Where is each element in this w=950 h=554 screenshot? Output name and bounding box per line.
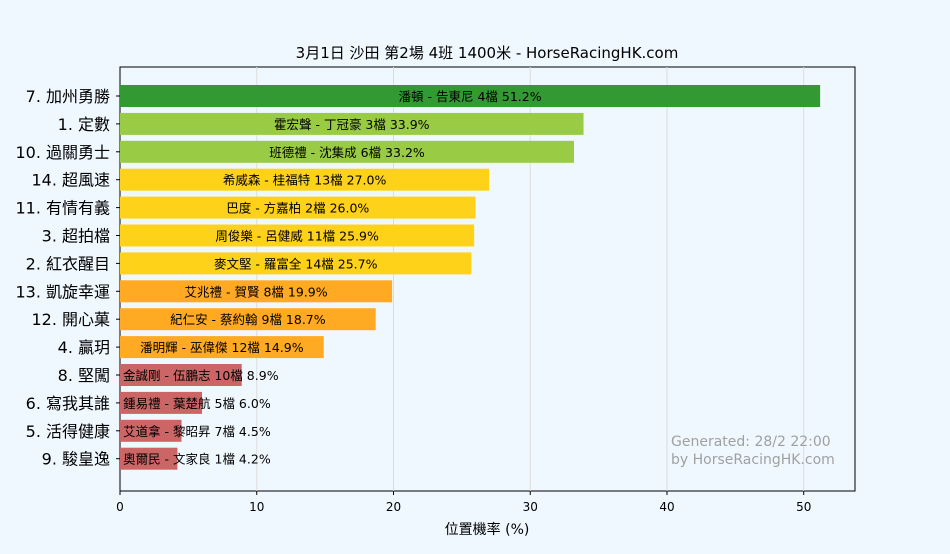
x-tick-label: 10	[249, 500, 264, 514]
bar-data-label: 班德禮 - 沈集成 6檔 33.2%	[269, 145, 425, 160]
bar-data-label: 紀仁安 - 蔡約翰 9檔 18.7%	[170, 312, 326, 327]
x-tick-label: 20	[386, 500, 401, 514]
x-tick-label: 30	[523, 500, 538, 514]
bar-data-label: 金誠剛 - 伍鵬志 10檔 8.9%	[123, 368, 279, 383]
chart-title: 3月1日 沙田 第2場 4班 1400米 - HorseRacingHK.com	[296, 44, 679, 62]
bar-data-label: 艾兆禮 - 賀賢 8檔 19.9%	[185, 284, 328, 299]
bar-data-label: 奧爾民 - 文家良 1檔 4.2%	[123, 452, 271, 467]
bar	[120, 85, 821, 107]
x-tick-label: 50	[796, 500, 811, 514]
x-tick-label: 40	[659, 500, 674, 514]
y-tick-label: 14. 超風速	[31, 171, 110, 190]
watermark-line-1: Generated: 28/2 22:00	[671, 434, 831, 450]
bars-layer	[120, 85, 821, 470]
x-tick-label: 0	[116, 500, 124, 514]
y-tick-label: 3. 超拍檔	[42, 227, 110, 246]
bar	[120, 336, 324, 359]
bar-data-label: 霍宏聲 - 丁冠豪 3檔 33.9%	[274, 117, 430, 132]
bar	[120, 168, 490, 191]
bar-data-label: 潘頓 - 告東尼 4檔 51.2%	[399, 89, 542, 104]
y-tick-label: 7. 加州勇勝	[26, 87, 110, 106]
bar-data-label: 巴度 - 方嘉柏 2檔 26.0%	[226, 201, 369, 216]
bar	[120, 419, 182, 442]
watermark-line-2: by HorseRacingHK.com	[671, 452, 835, 468]
bar-data-label: 鍾易禮 - 葉楚航 5檔 6.0%	[123, 396, 271, 411]
bar	[120, 224, 475, 247]
bar	[120, 391, 203, 414]
bar	[120, 112, 584, 135]
y-tick-label: 4. 贏玥	[58, 338, 110, 357]
y-tick-label: 1. 定數	[58, 115, 110, 134]
y-tick-label: 5. 活得健康	[26, 422, 110, 441]
bar-data-label: 麥文堅 - 羅富全 14檔 25.7%	[214, 256, 378, 271]
plot-area	[119, 66, 856, 492]
y-tick-label: 11. 有情有義	[15, 199, 110, 218]
labels-layer: 潘頓 - 告東尼 4檔 51.2% 霍宏聲 - 丁冠豪 3檔 33.9% 班德禮 -…	[123, 89, 542, 467]
bar	[120, 364, 242, 386]
bar	[120, 308, 376, 331]
bar-data-label: 潘明輝 - 巫偉傑 12檔 14.9%	[140, 340, 304, 355]
y-tick-label: 9. 駿皇逸	[42, 450, 110, 469]
y-tick-label: 6. 寫我其誰	[26, 394, 110, 413]
bar	[120, 280, 393, 303]
y-tick-label: 2. 紅衣醒目	[26, 254, 110, 273]
bar-data-label: 艾道拿 - 黎昭昇 7檔 4.5%	[123, 424, 271, 439]
y-tick-label: 10. 過關勇士	[15, 143, 110, 162]
x-axis-label: 位置機率 (%)	[445, 521, 530, 538]
ticks-layer: 0 10 20 30 40 50 7. 加州勇勝 1. 定數 10. 過關勇士 14. 超風速 11…	[15, 87, 811, 514]
grid-layer	[256, 67, 805, 491]
y-tick-label: 13. 凱旋幸運	[15, 282, 110, 301]
y-tick-label: 8. 堅闖	[58, 366, 110, 385]
y-tick-label: 12. 開心菓	[31, 310, 110, 329]
bar-data-label: 周俊樂 - 呂健威 11檔 25.9%	[215, 229, 379, 244]
bar	[120, 140, 574, 163]
bar	[120, 196, 476, 219]
bar	[120, 252, 472, 275]
bar-data-label: 希威森 - 桂福特 13檔 27.0%	[223, 173, 387, 188]
bar	[120, 447, 178, 470]
